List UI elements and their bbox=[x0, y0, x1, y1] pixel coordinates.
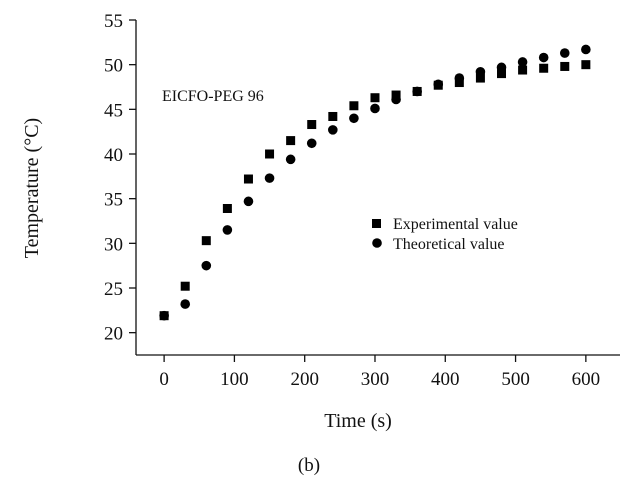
y-tick-label: 30 bbox=[104, 234, 123, 255]
y-ticks: 20 25 30 35 40 45 50 55 bbox=[104, 11, 136, 345]
y-tick-label: 55 bbox=[104, 11, 123, 32]
experimental-point bbox=[497, 69, 507, 79]
theoretical-point bbox=[538, 52, 549, 63]
experimental-point bbox=[560, 61, 570, 71]
x-tick-label: 200 bbox=[290, 369, 319, 390]
experimental-point bbox=[539, 63, 549, 73]
x-tick-label: 600 bbox=[572, 369, 601, 390]
theoretical-point bbox=[454, 73, 465, 83]
legend-label-theoretical: Theoretical value bbox=[393, 236, 505, 253]
y-tick-label: 20 bbox=[104, 324, 123, 345]
experimental-point bbox=[518, 65, 528, 75]
theoretical-point bbox=[285, 154, 296, 165]
x-ticks: 0 100 200 300 400 500 600 bbox=[159, 355, 600, 390]
experimental-point bbox=[286, 136, 296, 146]
experimental-point bbox=[180, 281, 190, 291]
x-tick-label: 400 bbox=[431, 369, 460, 390]
theoretical-point bbox=[433, 79, 444, 90]
y-tick-label: 25 bbox=[104, 279, 123, 300]
experimental-point bbox=[349, 101, 359, 111]
x-tick-label: 0 bbox=[159, 369, 169, 390]
theoretical-point bbox=[328, 125, 338, 135]
y-tick-label: 45 bbox=[104, 100, 123, 121]
y-axis-title: Temperature (°C) bbox=[21, 118, 43, 258]
legend-marker-theoretical bbox=[372, 238, 382, 248]
theoretical-point bbox=[159, 310, 169, 321]
experimental-point bbox=[475, 73, 485, 83]
experimental-point bbox=[201, 236, 211, 246]
theoretical-point bbox=[180, 299, 191, 309]
theoretical-point bbox=[370, 103, 380, 114]
y-tick-label: 40 bbox=[104, 145, 123, 166]
experimental-point bbox=[243, 174, 253, 184]
theoretical-point bbox=[496, 62, 507, 73]
x-tick-label: 100 bbox=[220, 369, 249, 390]
y-tick-label: 35 bbox=[104, 190, 123, 211]
legend-marker-experimental bbox=[372, 219, 381, 228]
theoretical-point bbox=[264, 173, 275, 183]
x-tick-label: 300 bbox=[361, 369, 390, 390]
series-theoretical bbox=[159, 44, 591, 321]
figure-caption: (b) bbox=[298, 455, 320, 476]
theoretical-point bbox=[222, 225, 233, 235]
theoretical-point bbox=[306, 138, 317, 149]
x-tick-label: 500 bbox=[501, 369, 530, 390]
legend: Experimental value Theoretical value bbox=[372, 216, 518, 253]
x-axis-title: Time (s) bbox=[324, 410, 392, 432]
theoretical-point bbox=[201, 260, 212, 271]
y-tick-label: 50 bbox=[104, 56, 123, 77]
experimental-point bbox=[328, 111, 338, 121]
data-points bbox=[159, 44, 591, 321]
theoretical-point bbox=[412, 86, 422, 97]
theoretical-point bbox=[349, 113, 359, 124]
theoretical-point bbox=[243, 196, 254, 207]
theoretical-point bbox=[559, 48, 570, 58]
chart-annotation: EICFO-PEG 96 bbox=[162, 88, 264, 105]
experimental-point bbox=[222, 203, 232, 213]
legend-label-experimental: Experimental value bbox=[393, 216, 518, 233]
theoretical-point bbox=[391, 94, 401, 105]
experimental-point bbox=[581, 60, 591, 70]
experimental-point bbox=[265, 149, 275, 159]
experimental-point bbox=[370, 93, 380, 103]
theoretical-point bbox=[517, 57, 528, 67]
theoretical-point bbox=[581, 44, 591, 55]
experimental-point bbox=[307, 120, 317, 130]
theoretical-point bbox=[475, 67, 486, 77]
